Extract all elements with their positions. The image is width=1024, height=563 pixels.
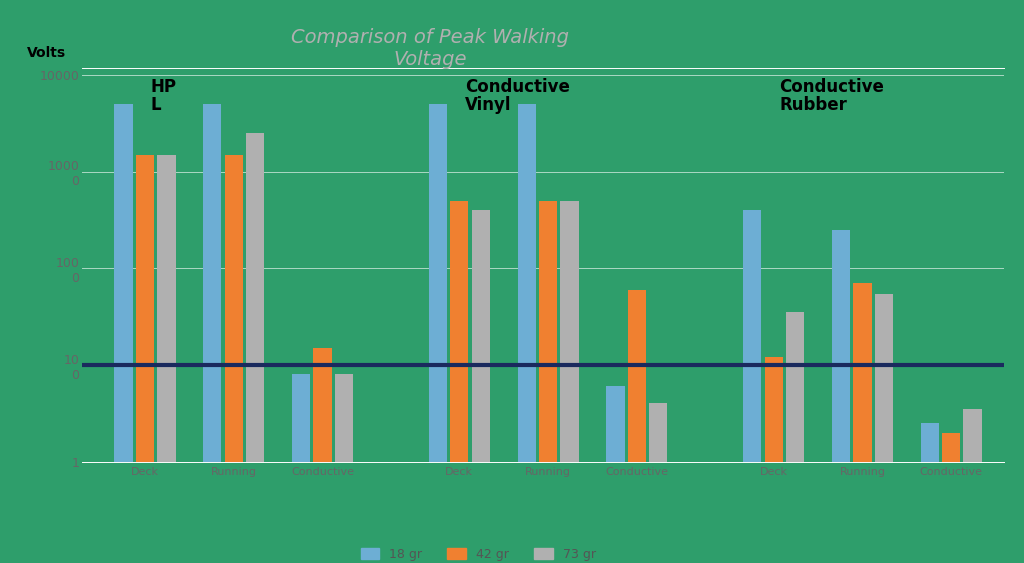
Text: Conductive
Vinyl: Conductive Vinyl [465,78,569,114]
Text: Volts: Volts [27,46,66,60]
Bar [335,374,353,563]
Bar [942,432,961,563]
Bar [246,133,264,563]
Bar [649,404,668,563]
Bar [451,201,468,563]
Bar [831,230,850,563]
Bar [313,348,332,563]
Text: Comparison of Peak Walking
Voltage: Comparison of Peak Walking Voltage [291,28,569,69]
Bar [429,104,447,563]
Bar [921,423,939,563]
Bar [292,374,310,563]
Bar [743,210,762,563]
Text: HP
L: HP L [151,78,176,114]
Bar [158,155,175,563]
Bar [853,283,871,563]
Bar [560,201,579,563]
Bar [765,358,782,563]
Bar [874,293,893,563]
Bar [224,155,243,563]
Bar [606,386,625,563]
Bar [472,210,489,563]
Bar [115,104,133,563]
Bar [539,201,557,563]
Bar [203,104,221,563]
Bar [964,409,982,563]
Bar [517,104,536,563]
Text: Conductive
Rubber: Conductive Rubber [779,78,884,114]
Bar [628,290,646,563]
Bar [136,155,155,563]
Legend: 18 gr, 42 gr, 73 gr: 18 gr, 42 gr, 73 gr [355,543,601,563]
Bar [785,312,804,563]
